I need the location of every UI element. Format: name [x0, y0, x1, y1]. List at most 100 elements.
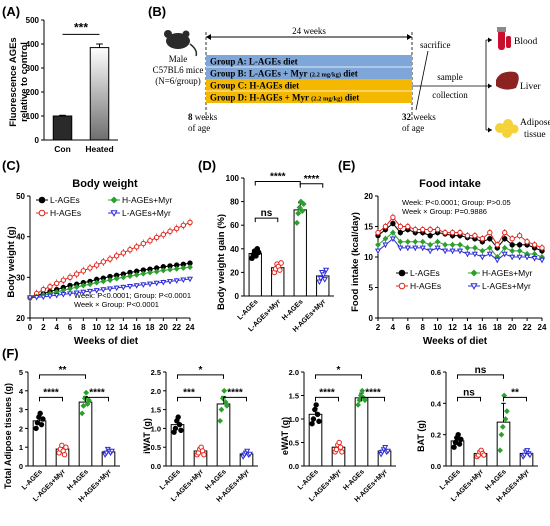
panel-c-series-3-point-6: [66, 291, 74, 297]
panel-f3-y-tick-label: 2.0: [289, 368, 299, 377]
panel-f4-point-2-4: [502, 416, 509, 422]
panel-e-legend-marker-0: [398, 269, 406, 277]
panel-e-x-tick-label: 18: [493, 323, 502, 332]
sample-label-line2: collection: [432, 90, 468, 100]
panel-f1-y-tick-label: 0: [19, 462, 23, 471]
panel-e-x-tick-label: 14: [463, 323, 472, 332]
panel-c-legend: L-AGEs H-AGEs H-AGEs+Myr L-AGEs+Myr: [50, 195, 172, 218]
panel-e-series-3-point-22: [538, 257, 546, 264]
panel-e-series-3-point-13: [471, 251, 478, 258]
panel-c-series-1-point-22: [173, 225, 180, 232]
panel-e-series-2-point-14: [479, 247, 486, 254]
panel-a-bar-0: [52, 115, 73, 141]
panel-e-series-3-point-14: [479, 254, 486, 261]
panel-c-x-tick-label: 24: [186, 323, 195, 332]
panel-c-series-2-point-20: [160, 267, 167, 274]
panel-c-series-3-point-20: [160, 279, 167, 286]
panel-c-series-3-point-23: [180, 277, 187, 284]
panel-e-series-1-point-0: [375, 229, 381, 236]
panel-f3-point-2-3: [359, 387, 366, 394]
panel-e-legend-h-ages: H-AGEs: [410, 281, 441, 291]
panel-c-series-3-point-17: [140, 282, 147, 288]
panel-c-series-1-point-9: [87, 265, 93, 271]
panel-f2-y-tick-label: 1.5: [151, 406, 161, 415]
panel-f4-sig-outer: ns: [475, 365, 487, 376]
panel-f4-y-tick-label: 0.4: [431, 399, 442, 408]
panel-e-x-tick-label: 24: [538, 323, 547, 332]
group-c-bar: [206, 79, 412, 91]
panel-f4-category-label-2: H-AGEs: [484, 468, 508, 492]
panel-c-series-3-point-13: [113, 285, 120, 292]
panel-e-series-2-point-18: [509, 247, 516, 254]
panel-e-series-0-point-17: [502, 236, 508, 242]
panel-f1-point-0-3: [37, 410, 43, 417]
panel-f3-sig-ab: ****: [319, 387, 335, 398]
panel-e-xlabel: Weeks of diet: [423, 336, 488, 347]
panel-e-x-tick-label: 8: [421, 323, 426, 332]
panel-c-series-1-point-6: [67, 274, 73, 281]
panel-c-series-1-point-13: [113, 253, 120, 259]
panel-a-ylabel-line1: Fluorescence AGEs: [8, 37, 19, 126]
panel-a-y-tick-label: 200: [26, 88, 40, 97]
panel-c-series-2-point-14: [120, 274, 127, 281]
panel-a-ylabel-line2: relative to control: [19, 42, 30, 122]
panel-e-ylabel: Food intake (kcal/day): [350, 212, 361, 312]
panel-c-series-2-point-11: [100, 278, 107, 285]
panel-f2-bracket-cd: [223, 396, 247, 402]
panel-c-ylabel: Body weight (g): [6, 226, 17, 297]
panel-c-series-1-point-16: [133, 244, 140, 250]
panel-e-series-3-point-19: [516, 254, 523, 261]
panel-f2-sig-ab: ***: [183, 387, 195, 398]
panel-label-e: (E): [338, 158, 355, 173]
panel-c-x-tick-label: 4: [54, 323, 59, 332]
panel-f1-ylabel: Total Adipose tissues (g): [3, 383, 13, 489]
panel-c-y-tick-label: 20: [16, 314, 25, 323]
panel-f3-category-label-2: H-AGEs: [342, 468, 366, 492]
panel-e-x-tick-label: 2: [376, 323, 381, 332]
panel-c-legend-marker-2: [110, 196, 118, 204]
panel-f4-bracket-outer: [457, 374, 504, 379]
panel-e-series-0-point-7: [427, 232, 433, 239]
group-d-label: Group D: H-AGEs + Myr (2.2 mg/kg) diet: [210, 93, 359, 103]
panel-d-point-1-5: [278, 260, 284, 266]
panel-f3-bar-2: [354, 397, 369, 467]
panel-e-series-3-point-12: [464, 251, 471, 258]
panel-f3-point-0-2: [312, 406, 318, 413]
panel-f4-y-tick-label: 0.6: [431, 368, 441, 377]
sacrifice-label: sacrifice: [420, 40, 450, 50]
panel-a-y-tick-label: 300: [26, 64, 40, 73]
panel-e-y-tick-label: 0: [369, 314, 374, 323]
panel-a-y-tick-label: 100: [26, 112, 40, 121]
panel-f3-sig-outer: *: [337, 365, 341, 376]
panel-c-series-3-point-4: [53, 292, 60, 299]
group-d-bar: [206, 91, 412, 103]
panel-f3-point-3-3: [382, 444, 389, 451]
panel-f3-point-2-1: [356, 397, 363, 404]
panel-a-y-tick-label: 500: [26, 16, 40, 25]
panel-e-series-3-point-7: [427, 248, 434, 255]
panel-c-series-3-point-7: [73, 290, 80, 297]
panel-f3-point-1-3: [336, 439, 342, 446]
panel-f2-y-tick-label: 2.0: [151, 387, 161, 396]
panel-d-y-tick-label: 60: [230, 221, 239, 230]
panel-e-series-1-point-18: [509, 236, 515, 242]
panel-e-series-2-point-5: [412, 238, 419, 245]
panel-f1-point-2-0: [79, 410, 85, 417]
panel-f4-point-0-5: [458, 436, 464, 443]
panel-c-legend-h-ages-myr: H-AGEs+Myr: [122, 195, 172, 205]
panel-f4-category-label-0: L-AGEs: [439, 468, 462, 491]
panel-f1-bracket-ab: [39, 396, 63, 402]
panel-e-series-3-point-1: [382, 242, 389, 249]
panel-c-series-1-point-23: [180, 222, 187, 228]
panel-f4-sig-cd: **: [511, 387, 519, 398]
panel-e-series-2-point-13: [472, 244, 478, 251]
panel-c-x-tick-label: 12: [106, 323, 115, 332]
panel-e-series-3-point-4: [404, 245, 411, 252]
panel-f3-point-3-5: [384, 448, 391, 455]
panel-c-series-3-point-2: [40, 294, 47, 301]
panel-e-series-0-point-18: [509, 242, 515, 248]
panel-f4-point-2-1: [498, 431, 505, 438]
panel-f2-bar-2: [216, 403, 231, 467]
panel-c-series-1-point-5: [60, 277, 67, 283]
